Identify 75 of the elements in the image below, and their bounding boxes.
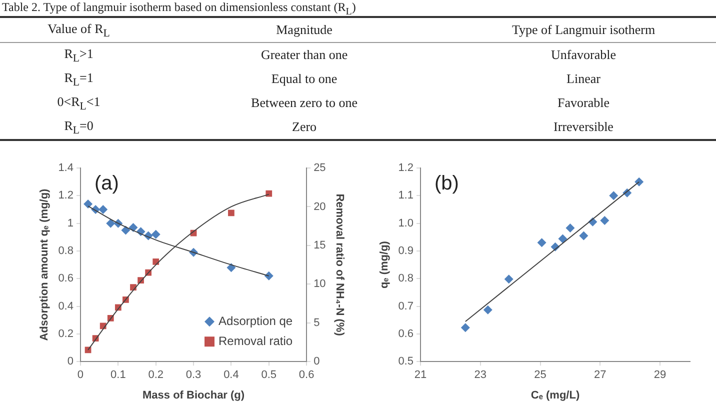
y2-tick-label: 20 — [314, 200, 326, 213]
x-tick-label: 21 — [414, 369, 427, 382]
x-axis-title: Mass of Biochar (g) — [142, 389, 245, 402]
annotation: (b) — [434, 172, 459, 195]
y-tick-label: 0.6 — [398, 328, 414, 340]
text: R$_{L}$=1 — [63, 70, 94, 88]
y-tick-label: 1.1 — [398, 190, 414, 202]
point — [600, 216, 610, 226]
y-tick-label: 1.0 — [398, 217, 414, 230]
x-tick-label: 0.3 — [186, 369, 202, 382]
x-tick-label: 25 — [534, 369, 546, 382]
point — [504, 274, 514, 284]
point — [228, 210, 234, 216]
point — [264, 271, 274, 280]
y2-tick-label: 0 — [314, 356, 320, 368]
y2-tick-label: 15 — [314, 239, 326, 252]
point — [558, 234, 568, 244]
x-tick-label: 0.4 — [224, 369, 239, 382]
x-tick-label: 0.2 — [148, 369, 164, 382]
x-tick-label: 27 — [594, 369, 606, 382]
text: Unfavorable — [550, 47, 617, 63]
x-tick-label: 29 — [654, 369, 666, 382]
text: Value of R$_{L}$ — [46, 20, 111, 40]
x-tick-label: 0.5 — [261, 369, 277, 382]
point — [634, 177, 644, 186]
text: Table 2. Type of langmuir isotherm based on dimensionless constant (R$_{L}$) — [2, 0, 356, 18]
y-axis-title: qₑ (mg/g) — [378, 240, 391, 289]
text: Type of Langmuir isotherm — [510, 22, 656, 38]
point — [106, 218, 116, 228]
text: Irreversible — [552, 119, 614, 135]
text: R$_{L}$=0 — [63, 118, 94, 136]
y-tick-label: 0 — [67, 356, 74, 368]
text: Magnitude — [275, 22, 334, 38]
y-tick-label: 1 — [67, 217, 74, 230]
text: Favorable — [556, 95, 610, 111]
point — [579, 231, 588, 240]
x-tick-label: 0.1 — [110, 369, 126, 382]
y-axis-title: Adsorption amount qₑ (mg/g) — [38, 188, 51, 341]
annotation: (a) — [94, 172, 119, 195]
y-tick-label: 1.4 — [58, 162, 74, 174]
point — [460, 323, 470, 332]
y-tick-label: 0.8 — [58, 245, 74, 258]
text: Equal to one — [270, 71, 338, 87]
x-tick-label: 23 — [474, 369, 487, 382]
legend-label: Removal ratio — [218, 334, 293, 348]
y-tick-label: 1.2 — [398, 162, 414, 174]
text: Between zero to one — [250, 95, 359, 111]
point — [84, 199, 93, 208]
y-tick-label: 0.9 — [398, 245, 414, 258]
y-tick-label: 1.2 — [58, 190, 74, 202]
x-axis-title: Cₑ (mg/L) — [530, 389, 580, 402]
y2-tick-label: 10 — [314, 278, 326, 290]
text: R$_{L}$>1 — [63, 46, 94, 64]
text: 0<R$_{L}$<1 — [56, 94, 102, 112]
y-tick-label: 0.5 — [398, 356, 414, 368]
text: Linear — [566, 71, 602, 87]
point — [151, 230, 160, 239]
text: Zero — [291, 119, 318, 135]
y-tick-label: 0.6 — [58, 272, 74, 285]
y-tick-label: 0.4 — [58, 300, 74, 312]
point — [98, 204, 108, 214]
y-tick-label: 0.7 — [398, 300, 414, 312]
y-tick-label: 0.2 — [58, 328, 74, 340]
x-tick-label: 0.6 — [298, 369, 314, 382]
y2-tick-label: 25 — [314, 162, 326, 174]
x-tick-label: 0 — [77, 369, 84, 382]
text: Greater than one — [260, 47, 349, 63]
point — [566, 224, 575, 233]
legend-label: Adsorption qe — [218, 314, 293, 328]
point — [609, 191, 618, 200]
y2-axis-title: Removal ratio of NH₄-N (%) — [333, 194, 346, 336]
point — [537, 238, 546, 248]
y2-tick-label: 5 — [314, 316, 320, 329]
y-tick-label: 0.8 — [398, 272, 414, 285]
point — [483, 305, 492, 314]
